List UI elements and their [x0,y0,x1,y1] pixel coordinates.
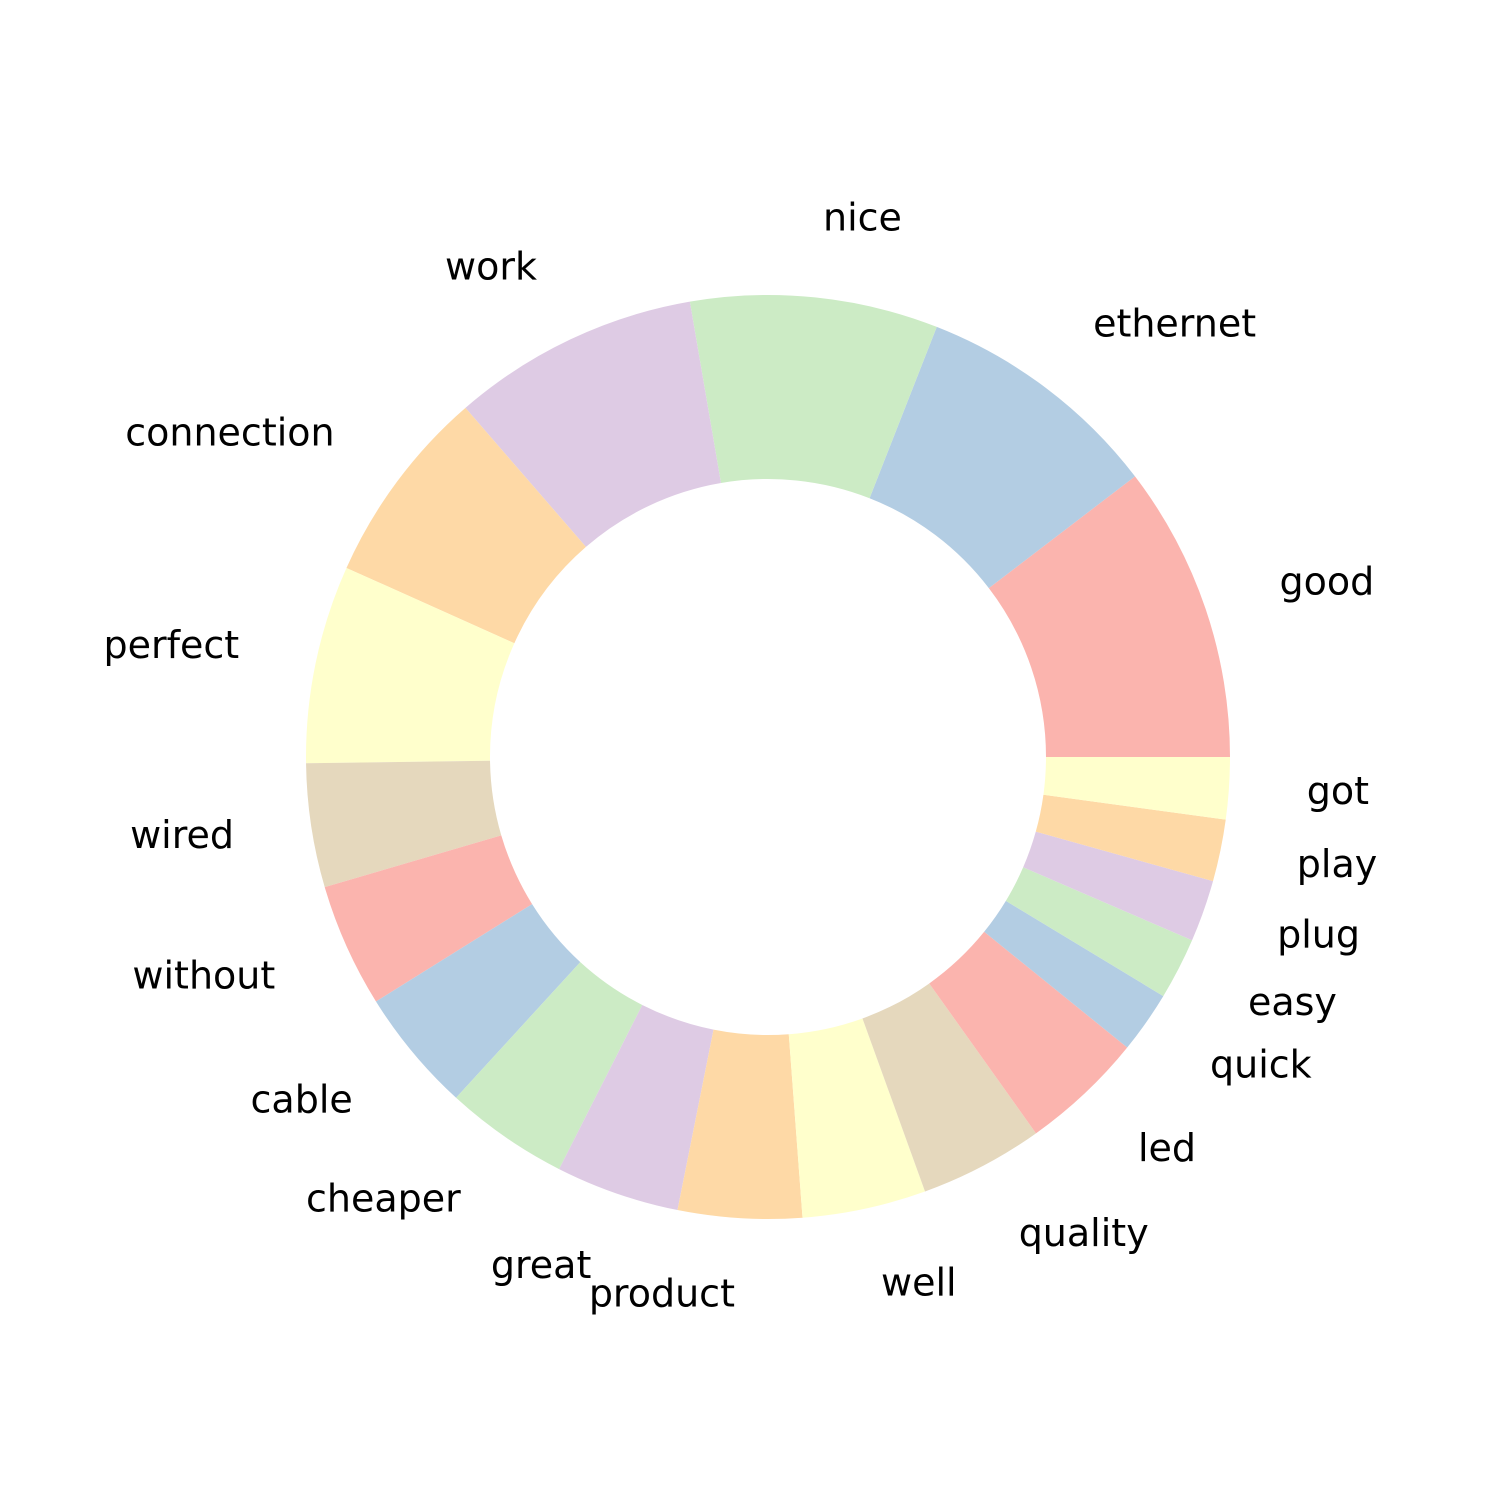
label-easy: easy [1248,980,1337,1024]
slice-got [1043,757,1230,820]
label-play: play [1297,842,1377,886]
label-got: got [1307,769,1369,813]
label-plug: plug [1277,913,1360,957]
label-cable: cable [251,1078,353,1122]
donut-slices [306,295,1230,1219]
label-nice: nice [823,195,902,239]
slice-well [788,1018,926,1218]
slice-connection [346,407,586,644]
label-great: great [491,1243,591,1287]
slice-perfect [306,567,515,764]
label-ethernet: ethernet [1093,301,1256,345]
slice-led [929,931,1128,1134]
label-perfect: perfect [104,623,240,667]
label-well: well [881,1261,957,1305]
slice-easy [1005,867,1193,997]
slice-wired [306,760,502,888]
slice-play [1035,794,1226,882]
slice-cheaper [456,962,643,1170]
slice-quality [862,983,1036,1192]
label-work: work [445,244,537,288]
label-connection: connection [125,410,334,454]
label-led: led [1138,1126,1196,1170]
slice-product [677,1029,803,1219]
label-product: product [589,1271,735,1315]
slice-great [559,1004,714,1211]
slice-plug [1023,831,1214,941]
slice-labels: good ethernet nice work connection perfect wir… [104,195,1378,1315]
slice-without [324,835,533,1002]
slice-good [988,476,1230,757]
slice-cable [375,904,581,1098]
label-quick: quick [1210,1043,1312,1087]
label-cheaper: cheaper [306,1177,461,1221]
slice-work [465,301,721,547]
slice-nice [689,295,937,499]
slice-ethernet [869,326,1136,589]
slice-quick [984,900,1164,1048]
label-quality: quality [1019,1211,1149,1255]
label-wired: wired [130,813,234,857]
label-without: without [132,953,275,997]
label-good: good [1279,559,1374,603]
